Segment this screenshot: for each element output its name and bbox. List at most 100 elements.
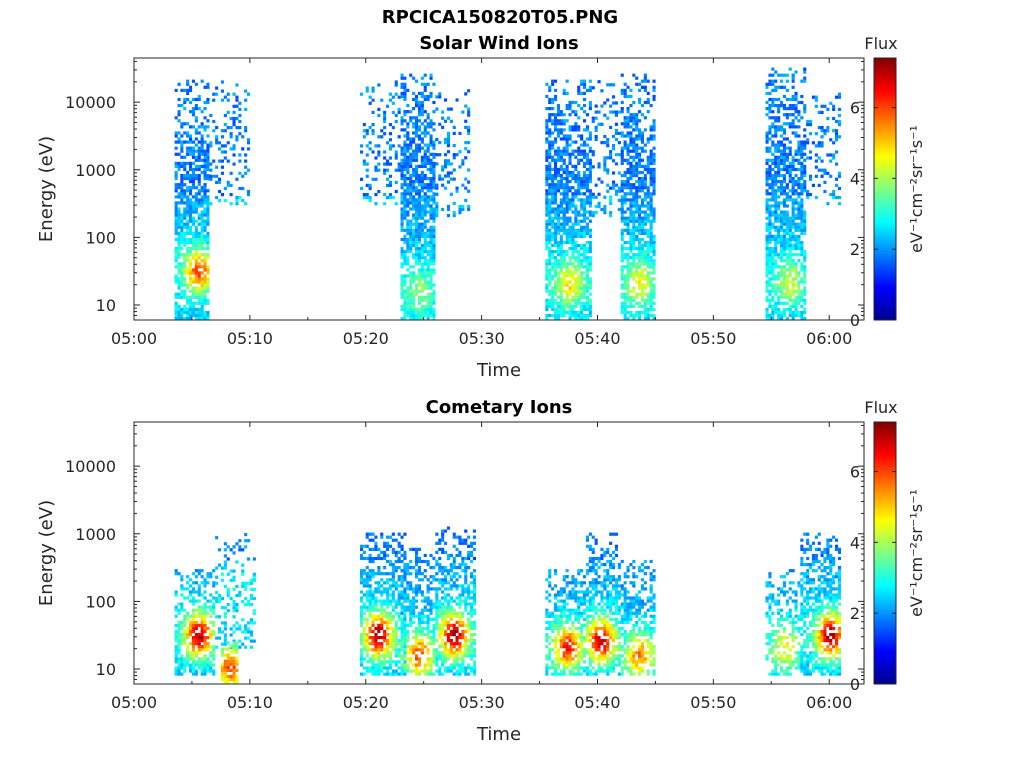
- heatmap-cell: [391, 660, 395, 664]
- heatmap-cell: [386, 599, 390, 603]
- heatmap-cell: [814, 132, 818, 136]
- heatmap-cell: [183, 663, 187, 667]
- heatmap-cell: [623, 265, 627, 269]
- heatmap-cell: [423, 219, 427, 223]
- heatmap-cell: [568, 262, 572, 266]
- heatmap-cell: [791, 243, 795, 248]
- heatmap-cell: [420, 94, 424, 99]
- heatmap-cell: [545, 304, 549, 308]
- heatmap-cell: [559, 198, 563, 202]
- heatmap-cell: [556, 131, 560, 135]
- heatmap-cell: [417, 189, 421, 193]
- heatmap-cell: [640, 219, 644, 223]
- heatmap-cell: [777, 237, 781, 242]
- heatmap-cell: [652, 240, 656, 245]
- heatmap-cell: [620, 213, 624, 217]
- heatmap-cell: [203, 265, 207, 269]
- heatmap-cell: [197, 216, 201, 220]
- heatmap-cell: [571, 210, 575, 214]
- heatmap-cell: [649, 247, 653, 251]
- heatmap-cell: [423, 152, 427, 156]
- heatmap-cell: [409, 313, 413, 318]
- heatmap-cell: [412, 234, 416, 238]
- heatmap-cell: [362, 602, 366, 606]
- heatmap-cell: [765, 91, 769, 95]
- heatmap-cell: [426, 280, 430, 284]
- heatmap-cell: [200, 289, 204, 293]
- heatmap-cell: [765, 137, 769, 141]
- heatmap-cell: [632, 231, 636, 235]
- heatmap-cell: [559, 234, 563, 238]
- heatmap-cell: [559, 183, 563, 187]
- heatmap-cell: [194, 651, 198, 655]
- heatmap-cell: [809, 174, 813, 178]
- heatmap-cell: [200, 593, 204, 597]
- heatmap-cell: [371, 123, 375, 127]
- heatmap-cell: [548, 301, 552, 305]
- heatmap-cell: [249, 593, 253, 598]
- heatmap-cell: [365, 608, 369, 612]
- heatmap-cell: [814, 174, 818, 178]
- heatmap-cell: [649, 180, 653, 184]
- heatmap-cell: [183, 192, 187, 196]
- heatmap-cell: [565, 189, 569, 193]
- heatmap-cell: [377, 657, 381, 661]
- heatmap-cell: [545, 107, 549, 111]
- heatmap-cell: [206, 134, 210, 138]
- heatmap-cell: [180, 177, 184, 181]
- heatmap-cell: [803, 228, 807, 232]
- heatmap-cell: [360, 581, 364, 585]
- heatmap-cell: [562, 231, 566, 235]
- heatmap-cell: [554, 289, 558, 293]
- heatmap-cell: [177, 295, 181, 299]
- heatmap-cell: [583, 283, 587, 287]
- heatmap-cell: [562, 280, 566, 284]
- heatmap-cell: [189, 259, 193, 263]
- heatmap-cell: [559, 204, 563, 208]
- heatmap-cell: [774, 219, 778, 223]
- heatmap-cell: [180, 247, 184, 251]
- heatmap-cell: [446, 159, 450, 163]
- heatmap-cell: [229, 674, 233, 679]
- heatmap-cell: [203, 605, 207, 609]
- heatmap-cell: [177, 256, 181, 260]
- heatmap-cell: [212, 645, 216, 649]
- heatmap-cell: [609, 201, 613, 205]
- heatmap-cell: [386, 642, 390, 646]
- heatmap-cell: [594, 104, 598, 108]
- heatmap-cell: [556, 210, 560, 214]
- heatmap-cell: [568, 234, 572, 238]
- heatmap-cell: [585, 298, 589, 302]
- heatmap-cell: [406, 237, 410, 242]
- heatmap-cell: [774, 286, 778, 290]
- heatmap-cell: [209, 633, 213, 637]
- heatmap-cell: [782, 174, 786, 178]
- heatmap-cell: [220, 606, 224, 610]
- heatmap-cell: [626, 186, 630, 190]
- heatmap-cell: [374, 572, 378, 576]
- heatmap-cell: [174, 295, 178, 299]
- heatmap-cell: [635, 301, 639, 305]
- heatmap-cell: [420, 107, 424, 111]
- heatmap-cell: [177, 608, 181, 612]
- heatmap-cell: [565, 177, 569, 181]
- heatmap-cell: [362, 639, 366, 643]
- heatmap-cell: [545, 301, 549, 305]
- heatmap-cell: [629, 119, 633, 123]
- heatmap-cell: [394, 180, 398, 184]
- heatmap-cell: [837, 196, 841, 200]
- heatmap-cell: [809, 132, 813, 136]
- heatmap-cell: [545, 231, 549, 235]
- heatmap-cell: [551, 301, 555, 305]
- heatmap-cell: [640, 131, 644, 135]
- heatmap-cell: [548, 170, 552, 175]
- heatmap-cell: [609, 156, 613, 160]
- heatmap-cell: [220, 193, 224, 197]
- heatmap-cell: [180, 626, 184, 631]
- heatmap-cell: [551, 307, 555, 311]
- heatmap-cell: [409, 250, 413, 254]
- heatmap-cell: [782, 253, 786, 257]
- heatmap-cell: [183, 183, 187, 187]
- heatmap-cell: [629, 310, 633, 315]
- heatmap-cell: [377, 660, 381, 664]
